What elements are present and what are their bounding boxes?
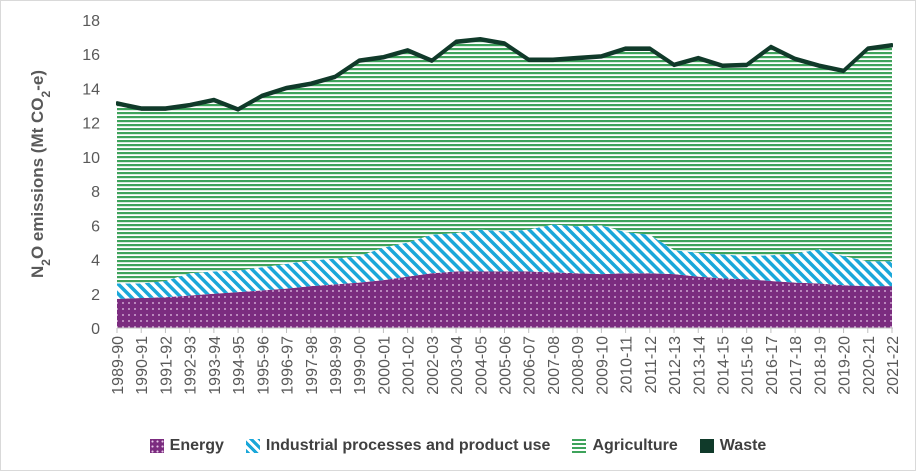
legend-item-industrial-processes-and-product-use: Industrial processes and product use — [245, 437, 551, 455]
y-tick-label: 16 — [82, 47, 100, 64]
x-tick-label: 1999-00 — [352, 336, 369, 395]
x-tick-label: 2011-12 — [643, 336, 660, 394]
y-tick-label: 18 — [82, 13, 100, 30]
y-tick-label: 2 — [91, 287, 100, 304]
x-tick-label: 1995-96 — [255, 336, 272, 395]
y-axis-label-part: O emissions (Mt CO — [28, 97, 47, 259]
y-tick-label: 10 — [82, 150, 100, 167]
x-tick-label: 1989-90 — [110, 336, 127, 395]
legend-swatch — [149, 439, 164, 453]
y-axis-label-part: N — [28, 266, 47, 278]
x-tick-label: 2017-18 — [788, 336, 805, 395]
legend-label: Agriculture — [592, 437, 678, 454]
y-axis-label: N2O emissions (Mt CO2-e) — [28, 70, 53, 278]
legend-swatch — [572, 439, 587, 453]
x-tick-label: 2013-14 — [691, 336, 708, 395]
y-axis-label-part: 2 — [39, 90, 53, 97]
x-tick-label: 2021-22 — [885, 336, 902, 395]
area-series-energy — [117, 271, 892, 328]
y-tick-label: 8 — [91, 184, 100, 201]
y-tick-label: 12 — [82, 116, 100, 133]
x-tick-label: 1998-99 — [328, 336, 345, 395]
area-series-waste — [116, 36, 893, 112]
x-tick-label: 1990-91 — [134, 336, 151, 395]
legend-label: Waste — [719, 437, 767, 454]
x-tick-label: 1994-95 — [231, 336, 248, 395]
x-tick-label: 1992-93 — [183, 336, 200, 395]
x-tick-label: 2015-16 — [740, 336, 757, 395]
legend-item-waste: Waste — [699, 437, 767, 455]
legend-label: Energy — [169, 437, 224, 454]
legend-swatch — [245, 439, 260, 453]
x-tick-label: 2016-17 — [764, 336, 781, 395]
y-tick-label: 4 — [91, 253, 100, 270]
legend-item-agriculture: Agriculture — [572, 437, 678, 455]
x-tick-label: 1996-97 — [280, 336, 297, 395]
x-tick-label: 2006-07 — [522, 336, 539, 395]
legend-label: Industrial processes and product use — [265, 437, 551, 454]
x-tick-label: 2000-01 — [376, 336, 393, 395]
x-tick-label: 2020-21 — [861, 336, 878, 395]
x-tick-label: 1991-92 — [158, 336, 175, 395]
area-series-agriculture — [117, 40, 892, 284]
legend: Energy Industrial processes and product u… — [0, 434, 916, 458]
chart-areas — [116, 36, 893, 328]
area-series-industrial-processes-and-product-use — [117, 224, 892, 299]
x-tick-label: 2018-19 — [812, 336, 829, 395]
y-axis-label-part: -e) — [28, 70, 47, 91]
x-tick-label: 2001-02 — [401, 336, 418, 395]
chart-axes: 0 2 4 6 8 10 12 14 16 18 1989-90 1990-91 1991-92 1992… — [82, 13, 902, 395]
x-tick-label: 2012-13 — [667, 336, 684, 395]
x-tick-label: 2004-05 — [473, 336, 490, 395]
x-tick-label: 2003-04 — [449, 336, 466, 395]
y-axis-label-part: 2 — [39, 259, 53, 266]
x-tick-label: 2002-03 — [425, 336, 442, 395]
x-tick-label: 2009-10 — [594, 336, 611, 395]
x-tick-label: 2008-09 — [570, 336, 587, 395]
y-tick-label: 6 — [91, 218, 100, 235]
x-tick-label: 2010-11 — [619, 336, 636, 394]
x-tick-label: 2014-15 — [715, 336, 732, 395]
legend-item-energy: Energy — [149, 437, 224, 455]
y-tick-label: 14 — [82, 81, 100, 98]
x-tick-label: 2019-20 — [837, 336, 854, 395]
legend-swatch — [699, 439, 714, 453]
x-tick-label: 2005-06 — [498, 336, 515, 395]
x-tick-label: 2007-08 — [546, 336, 563, 395]
x-tick-label: 1993-94 — [207, 336, 224, 395]
y-tick-label: 0 — [91, 321, 100, 338]
x-tick-label: 1997-98 — [304, 336, 321, 395]
